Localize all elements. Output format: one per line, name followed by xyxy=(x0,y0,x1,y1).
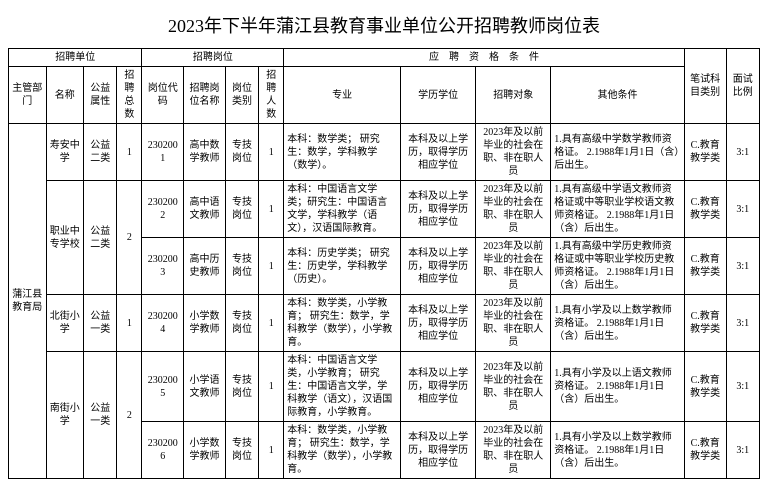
cell-postype: 专技岗位 xyxy=(225,295,258,352)
hdr-total: 招聘总数 xyxy=(117,67,142,124)
hdr-edu: 学历学位 xyxy=(401,67,476,124)
hdr-dept: 主管部门 xyxy=(9,67,47,124)
table-row: 蒲江县教育局 寿安中学 公益二类 1 2302001 高中数学教师 专技岗位 1… xyxy=(9,124,760,181)
cell-edu: 本科及以上学历，取得学历相应学位 xyxy=(401,352,476,422)
cell-postype: 专技岗位 xyxy=(225,238,258,295)
hdr-qualification: 应 聘 资 格 条 件 xyxy=(284,49,685,67)
cell-major: 本科：中国语言文学类，小学教育； 研究生：中国语言文学，学科教学（语文），汉语国… xyxy=(284,352,401,422)
cell-posname: 高中数学教师 xyxy=(184,124,226,181)
cell-count: 1 xyxy=(259,422,284,479)
cell-welfare: 公益二类 xyxy=(84,124,117,181)
hdr-target: 招聘对象 xyxy=(476,67,551,124)
cell-major: 本科：中国语言文学类；研究生：中国语言文学，学科教学（语文），汉语国际教育。 xyxy=(284,181,401,238)
cell-posname: 小学数学教师 xyxy=(184,422,226,479)
cell-code: 2302002 xyxy=(142,181,184,238)
recruitment-table: 招聘单位 招聘岗位 应 聘 资 格 条 件 笔试科目类别 面试比例 主管部门 名… xyxy=(8,48,760,479)
cell-total: 1 xyxy=(117,295,142,352)
cell-ratio: 3:1 xyxy=(726,422,759,479)
cell-ratio: 3:1 xyxy=(726,124,759,181)
hdr-position: 招聘岗位 xyxy=(142,49,284,67)
cell-count: 1 xyxy=(259,295,284,352)
cell-dept: 蒲江县教育局 xyxy=(9,124,47,479)
cell-target: 2023年及以前毕业的社会在职、非在职人员 xyxy=(476,295,551,352)
cell-edu: 本科及以上学历，取得学历相应学位 xyxy=(401,124,476,181)
cell-target: 2023年及以前毕业的社会在职、非在职人员 xyxy=(476,238,551,295)
header-row-1: 招聘单位 招聘岗位 应 聘 资 格 条 件 笔试科目类别 面试比例 xyxy=(9,49,760,67)
cell-total: 2 xyxy=(117,181,142,295)
cell-edu: 本科及以上学历，取得学历相应学位 xyxy=(401,181,476,238)
cell-code: 2302005 xyxy=(142,352,184,422)
cell-welfare: 公益一类 xyxy=(84,352,117,479)
cell-posname: 小学数学教师 xyxy=(184,295,226,352)
hdr-code: 岗位代码 xyxy=(142,67,184,124)
page-title: 2023年下半年蒲江县教育事业单位公开招聘教师岗位表 xyxy=(8,12,760,38)
cell-subject: C.教育教学类 xyxy=(684,124,726,181)
hdr-welfare: 公益属性 xyxy=(84,67,117,124)
cell-count: 1 xyxy=(259,238,284,295)
cell-subject: C.教育教学类 xyxy=(684,422,726,479)
cell-target: 2023年及以前毕业的社会在职、非在职人员 xyxy=(476,422,551,479)
cell-other: 1.具有高级中学语文教师资格证或中等职业学校语文教师资格证。 2.1988年1月… xyxy=(551,181,685,238)
cell-target: 2023年及以前毕业的社会在职、非在职人员 xyxy=(476,352,551,422)
cell-posname: 高中语文教师 xyxy=(184,181,226,238)
cell-total: 2 xyxy=(117,352,142,479)
hdr-postype: 岗位类别 xyxy=(225,67,258,124)
cell-postype: 专技岗位 xyxy=(225,124,258,181)
cell-ratio: 3:1 xyxy=(726,295,759,352)
cell-major: 本科：历史学类； 研究生：历史学，学科教学（历史）。 xyxy=(284,238,401,295)
cell-subject: C.教育教学类 xyxy=(684,181,726,238)
cell-edu: 本科及以上学历，取得学历相应学位 xyxy=(401,295,476,352)
cell-total: 1 xyxy=(117,124,142,181)
hdr-ratio: 面试比例 xyxy=(726,49,759,124)
cell-posname: 高中历史教师 xyxy=(184,238,226,295)
cell-major: 本科：数学类，小学教育； 研究生：数学，学科教学（数学），小学教育。 xyxy=(284,422,401,479)
cell-major: 本科：数学类； 研究生：数学，学科教学（数学）。 xyxy=(284,124,401,181)
cell-code: 2302006 xyxy=(142,422,184,479)
cell-other: 1.具有高级中学数学教师资格证。 2.1988年1月1日（含）后出生。 xyxy=(551,124,685,181)
cell-name: 北街小学 xyxy=(46,295,84,352)
cell-welfare: 公益二类 xyxy=(84,181,117,295)
cell-welfare: 公益一类 xyxy=(84,295,117,352)
cell-name: 南街小学 xyxy=(46,352,84,479)
hdr-subject: 笔试科目类别 xyxy=(684,49,726,124)
cell-major: 本科：数学类，小学教育； 研究生：数学，学科教学（数学），小学教育。 xyxy=(284,295,401,352)
cell-code: 2302004 xyxy=(142,295,184,352)
cell-count: 1 xyxy=(259,352,284,422)
cell-subject: C.教育教学类 xyxy=(684,295,726,352)
cell-other: 1.具有高级中学历史教师资格证或中等职业学校历史教师资格证。 2.1988年1月… xyxy=(551,238,685,295)
cell-ratio: 3:1 xyxy=(726,238,759,295)
cell-target: 2023年及以前毕业的社会在职、非在职人员 xyxy=(476,181,551,238)
cell-postype: 专技岗位 xyxy=(225,181,258,238)
cell-code: 2302003 xyxy=(142,238,184,295)
table-row: 职业中专学校 公益二类 2 2302002 高中语文教师 专技岗位 1 本科：中… xyxy=(9,181,760,238)
hdr-other: 其他条件 xyxy=(551,67,685,124)
cell-other: 1.具有小学及以上语文教师资格证。 2.1988年1月1日（含）后出生。 xyxy=(551,352,685,422)
hdr-unit: 招聘单位 xyxy=(9,49,142,67)
cell-count: 1 xyxy=(259,181,284,238)
hdr-major: 专业 xyxy=(284,67,401,124)
cell-postype: 专技岗位 xyxy=(225,352,258,422)
cell-name: 寿安中学 xyxy=(46,124,84,181)
cell-count: 1 xyxy=(259,124,284,181)
hdr-posname: 招聘岗位名称 xyxy=(184,67,226,124)
cell-postype: 专技岗位 xyxy=(225,422,258,479)
cell-posname: 小学语文教师 xyxy=(184,352,226,422)
cell-subject: C.教育教学类 xyxy=(684,238,726,295)
cell-other: 1.具有小学及以上数学教师资格证。 2.1988年1月1日（含）后出生。 xyxy=(551,422,685,479)
table-row: 南街小学 公益一类 2 2302005 小学语文教师 专技岗位 1 本科：中国语… xyxy=(9,352,760,422)
header-row-2: 主管部门 名称 公益属性 招聘总数 岗位代码 招聘岗位名称 岗位类别 招聘人数 … xyxy=(9,67,760,124)
cell-subject: C.教育教学类 xyxy=(684,352,726,422)
cell-other: 1.具有小学及以上数学教师资格证。 2.1988年1月1日（含）后出生。 xyxy=(551,295,685,352)
cell-code: 2302001 xyxy=(142,124,184,181)
table-row: 北街小学 公益一类 1 2302004 小学数学教师 专技岗位 1 本科：数学类… xyxy=(9,295,760,352)
cell-ratio: 3:1 xyxy=(726,352,759,422)
cell-edu: 本科及以上学历，取得学历相应学位 xyxy=(401,422,476,479)
hdr-name: 名称 xyxy=(46,67,84,124)
cell-name: 职业中专学校 xyxy=(46,181,84,295)
cell-edu: 本科及以上学历，取得学历相应学位 xyxy=(401,238,476,295)
cell-ratio: 3:1 xyxy=(726,181,759,238)
cell-target: 2023年及以前毕业的社会在职、非在职人员 xyxy=(476,124,551,181)
hdr-count: 招聘人数 xyxy=(259,67,284,124)
